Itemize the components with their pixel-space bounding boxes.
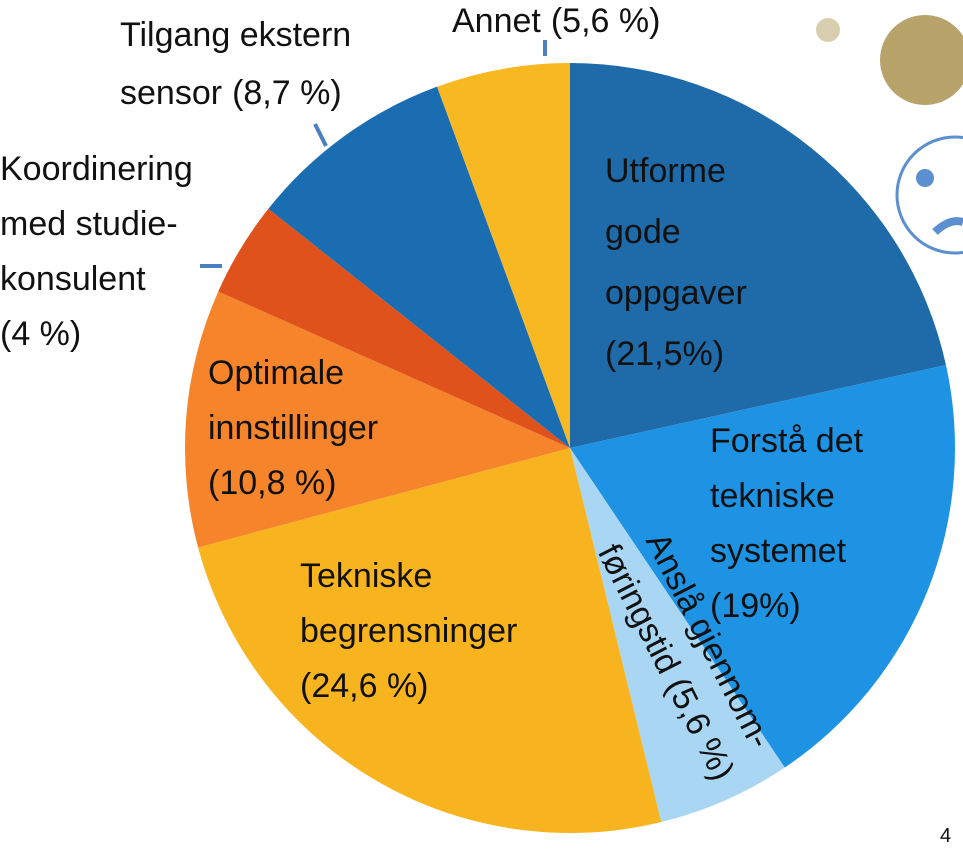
label-line: begrensninger bbox=[300, 612, 517, 650]
sad-face-eye bbox=[916, 169, 934, 187]
page-number: 4 bbox=[940, 825, 951, 847]
pie bbox=[185, 63, 955, 833]
value-label: (10,8 %) bbox=[208, 464, 337, 502]
pie-slice bbox=[268, 86, 570, 448]
label-line: sensor bbox=[120, 74, 222, 112]
sad-face-mouth bbox=[932, 217, 963, 235]
value-label: (21,5%) bbox=[605, 335, 724, 373]
value-label: (19%) bbox=[710, 587, 801, 625]
pie-slice bbox=[198, 448, 662, 833]
pie-slice bbox=[218, 208, 571, 448]
label-line: Optimale bbox=[208, 354, 344, 392]
slice-label: Forstå det tekniske systemet (19%) bbox=[710, 422, 864, 625]
label-line: gode bbox=[605, 213, 681, 251]
pie-slice bbox=[185, 291, 570, 548]
label-line: Tekniske bbox=[300, 557, 432, 595]
leader-line bbox=[313, 123, 328, 147]
value-label: (8,7 %) bbox=[232, 74, 342, 112]
pie-slice bbox=[437, 63, 570, 448]
pie-slice bbox=[570, 448, 785, 823]
slice-label: Utforme gode oppgaver (21,5%) bbox=[605, 152, 747, 373]
decor-circle bbox=[880, 15, 963, 105]
label-line: Utforme bbox=[605, 152, 726, 190]
slice-label: Annet (5,6 %) bbox=[452, 2, 660, 40]
value-label: (4 %) bbox=[0, 315, 81, 353]
label-line: Annet bbox=[452, 2, 541, 40]
pie-slice bbox=[570, 365, 955, 768]
label-line: Forstå det bbox=[710, 422, 864, 460]
label-line: oppgaver bbox=[605, 274, 747, 312]
label-line: tekniske bbox=[710, 477, 835, 515]
label-line: med studie- bbox=[0, 205, 178, 243]
slice-label: Tilgang ekstern sensor (8,7 %) bbox=[120, 16, 351, 112]
pie-slice bbox=[570, 63, 946, 448]
label-line: systemet bbox=[710, 532, 847, 570]
slice-label: Optimale innstillinger (10,8 %) bbox=[208, 354, 378, 502]
value-label: (24,6 %) bbox=[300, 667, 429, 705]
value-label: (5,6 %) bbox=[551, 2, 661, 40]
slice-label: Koordinering med studie-konsulent (4 %) bbox=[0, 150, 193, 353]
label-line: Koordinering bbox=[0, 150, 193, 188]
label-line: konsulent bbox=[0, 260, 146, 298]
sad-face bbox=[895, 135, 963, 255]
label-line: innstillinger bbox=[208, 409, 378, 447]
slice-label: Tekniske begrensninger (24,6 %) bbox=[300, 557, 517, 705]
decor-dot bbox=[816, 18, 840, 42]
label-line: Tilgang ekstern bbox=[120, 16, 351, 54]
